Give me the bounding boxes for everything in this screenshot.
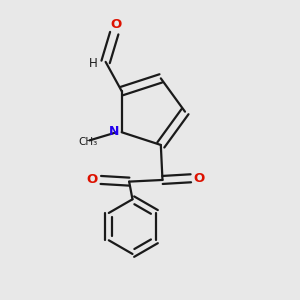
Text: N: N	[109, 125, 119, 138]
Text: H: H	[88, 57, 97, 70]
Text: O: O	[194, 172, 205, 185]
Text: O: O	[110, 18, 122, 31]
Text: O: O	[87, 173, 98, 187]
Text: CH₃: CH₃	[78, 137, 98, 147]
